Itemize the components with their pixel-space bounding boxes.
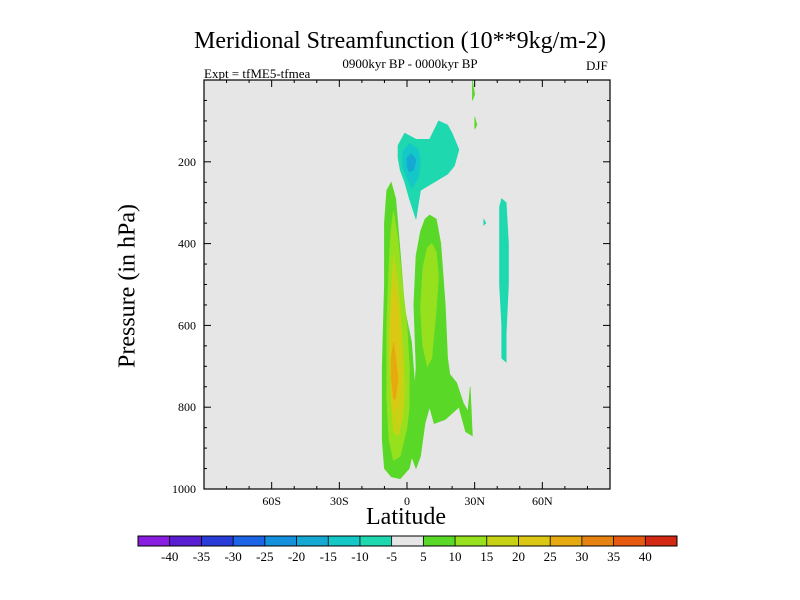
experiment-label: Expt = tfME5-tfmea — [204, 66, 311, 81]
colorbar-label: -30 — [224, 549, 241, 564]
chart-title: Meridional Streamfunction (10**9kg/m-2) — [194, 28, 606, 54]
y-tick-label: 1000 — [172, 482, 196, 496]
x-tick-label: 30S — [330, 494, 349, 508]
colorbar-label: -20 — [288, 549, 305, 564]
colorbar-label: 35 — [607, 549, 620, 564]
y-tick-label: 200 — [178, 155, 196, 169]
colorbar-label: 30 — [575, 549, 588, 564]
x-axis-label: Latitude — [366, 504, 446, 530]
colorbar-swatch — [486, 536, 519, 546]
colorbar-swatch — [518, 536, 551, 546]
colorbar-frame — [137, 535, 678, 547]
colorbar-swatch — [359, 536, 392, 546]
y-tick-label: 600 — [178, 318, 196, 332]
colorbar-label: -5 — [386, 549, 397, 564]
contour-layer — [381, 79, 509, 480]
colorbar-label: -40 — [161, 549, 178, 564]
x-tick-label: 60N — [532, 494, 553, 508]
colorbar-swatch — [391, 536, 424, 546]
y-tick-label: 800 — [178, 400, 196, 414]
x-tick-label: 30N — [464, 494, 485, 508]
colorbar-label: -25 — [256, 549, 273, 564]
colorbar-swatch — [201, 536, 234, 546]
contour-region-neg5-12 — [499, 198, 509, 363]
contour-region-neg5-13 — [483, 218, 487, 226]
x-tick-label: 60S — [262, 494, 281, 508]
contour-region-pos25-4 — [390, 341, 399, 400]
colorbar-swatch — [328, 536, 361, 546]
colorbar-label: -35 — [193, 549, 210, 564]
colorbar-swatch — [455, 536, 488, 546]
contour-region-pos5-7 — [472, 79, 476, 101]
colorbar-swatch — [264, 536, 297, 546]
colorbar-swatch — [138, 536, 171, 546]
colorbar-swatch — [581, 536, 614, 546]
colorbar-swatch — [423, 536, 456, 546]
colorbar-label: 5 — [420, 549, 427, 564]
colorbar-label: 20 — [512, 549, 525, 564]
season-label: DJF — [586, 58, 608, 73]
colorbar-swatch — [169, 536, 202, 546]
contour-region-neg5-9 — [397, 120, 460, 220]
colorbar: -40 -35 -30 -25 -20 -15 -10 -5 5 10 15 20 25 30 35 40 — [137, 535, 678, 564]
contour-region-neg15-11 — [406, 153, 417, 173]
colorbar-label: 10 — [449, 549, 462, 564]
contour-region-pos5-8 — [474, 116, 478, 130]
colorbar-swatch — [645, 536, 678, 546]
colorbar-swatch — [613, 536, 646, 546]
y-tick-label: 400 — [178, 237, 196, 251]
axis-ticks: 60S 30S 0 30N 60N 200 400 600 800 1000 — [172, 80, 610, 508]
colorbar-label: -15 — [320, 549, 337, 564]
contour-region-pos10-6 — [420, 243, 439, 368]
colorbar-swatch — [550, 536, 583, 546]
colorbar-label: 15 — [480, 549, 493, 564]
colorbar-label: -10 — [351, 549, 368, 564]
colorbar-label: 25 — [544, 549, 557, 564]
x-tick-label: 0 — [404, 494, 410, 508]
period-label: 0900kyr BP - 0000kyr BP — [342, 56, 478, 71]
colorbar-swatch — [296, 536, 329, 546]
colorbar-label: 40 — [639, 549, 652, 564]
colorbar-swatch — [233, 536, 266, 546]
